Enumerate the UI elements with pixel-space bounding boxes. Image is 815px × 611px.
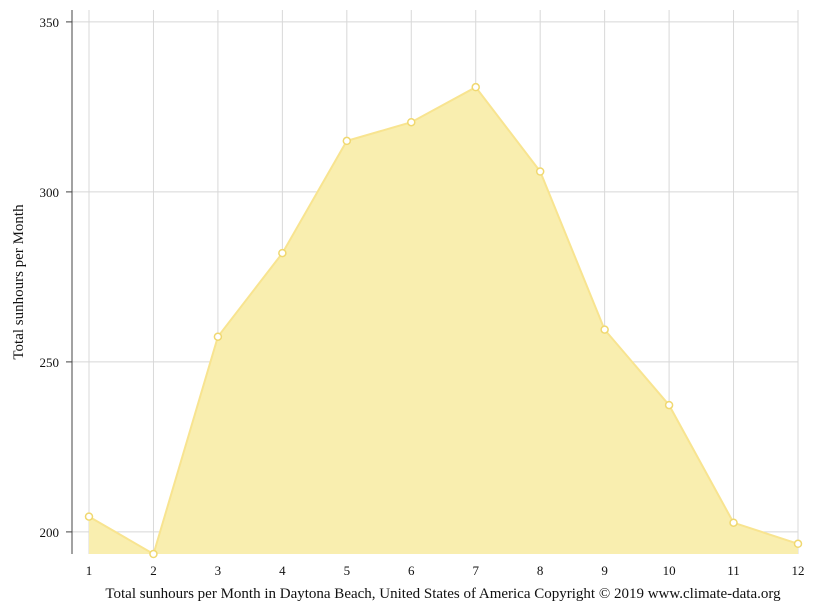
x-tick-label: 11	[727, 563, 740, 578]
data-point	[793, 539, 803, 549]
y-tick-label: 200	[40, 525, 60, 540]
sunhours-line	[88, 85, 799, 556]
y-tick-label: 350	[40, 15, 60, 30]
x-axis-ticks: 1 2 3 4 5 6 7 8 9 10 11 12	[86, 563, 805, 578]
chart-caption: Total sunhours per Month in Daytona Beac…	[105, 586, 781, 602]
data-point	[664, 400, 674, 410]
y-tick-label: 250	[40, 355, 60, 370]
sunhours-area	[89, 87, 798, 554]
x-tick-label: 3	[215, 563, 222, 578]
data-point	[149, 549, 158, 559]
x-tick-label: 10	[663, 563, 676, 578]
x-tick-label: 4	[279, 563, 286, 578]
data-point	[407, 117, 416, 127]
data-point	[600, 325, 609, 334]
x-tick-label: 1	[86, 563, 93, 578]
x-tick-label: 12	[792, 563, 805, 578]
x-tick-label: 9	[601, 563, 608, 578]
x-tick-label: 7	[472, 563, 479, 578]
y-axis-ticks: 200 250 300 350	[40, 15, 72, 540]
data-point	[213, 332, 223, 341]
data-point	[278, 248, 287, 258]
data-point	[535, 167, 545, 176]
x-tick-label: 2	[150, 563, 157, 578]
y-axis-title: Total sunhours per Month	[11, 204, 27, 360]
data-point	[729, 518, 738, 527]
data-point	[84, 512, 94, 521]
x-tick-label: 8	[537, 563, 544, 578]
x-tick-label: 6	[408, 563, 415, 578]
data-point	[342, 136, 352, 146]
x-tick-label: 5	[344, 563, 351, 578]
data-point-markers	[84, 82, 803, 559]
y-tick-label: 300	[40, 185, 60, 200]
data-point	[471, 82, 480, 92]
